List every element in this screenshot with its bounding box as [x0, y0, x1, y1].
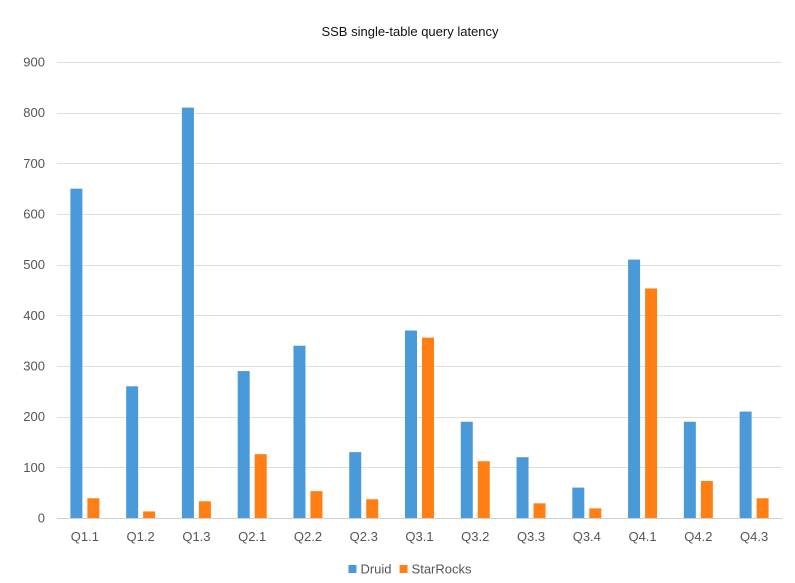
bar-starrocks-Q2-1: [254, 454, 267, 518]
bar-druid-Q3-2: [460, 421, 473, 518]
x-tick-label: Q1.3: [182, 529, 210, 544]
bar-starrocks-Q4-1: [645, 288, 658, 518]
legend: Druid StarRocks: [348, 562, 472, 577]
bar-starrocks-Q3-3: [533, 503, 546, 518]
bar-druid-Q2-1: [237, 371, 250, 518]
y-axis: 0 100 200 300 400 500 600 700 800 900: [23, 55, 45, 526]
x-tick-label: Q4.1: [628, 529, 656, 544]
bar-starrocks-Q2-2: [310, 491, 323, 518]
legend-label-starrocks: StarRocks: [412, 562, 472, 577]
legend-swatch-druid: [348, 565, 357, 573]
x-tick-label: Q3.1: [405, 529, 433, 544]
bar-druid-Q3-4: [572, 487, 585, 518]
bar-starrocks-Q3-4: [589, 508, 602, 518]
x-tick-label: Q4.2: [684, 529, 712, 544]
y-tick-label: 300: [23, 359, 45, 374]
y-tick-label: 900: [23, 55, 45, 70]
bar-druid-Q4-1: [628, 259, 641, 518]
bar-druid-Q2-2: [293, 345, 306, 518]
gridlines: [57, 62, 782, 519]
x-tick-label: Q3.3: [517, 529, 545, 544]
x-tick-label: Q2.3: [350, 529, 378, 544]
y-tick-label: 0: [38, 511, 45, 526]
bar-druid-Q1-3: [181, 107, 194, 518]
legend-label-druid: Druid: [360, 562, 391, 577]
y-tick-label: 100: [23, 460, 45, 475]
legend-swatch-starrocks: [399, 565, 408, 573]
bar-druid-Q2-3: [349, 452, 362, 518]
bar-druid-Q3-3: [516, 457, 529, 518]
bar-druid-Q4-3: [739, 411, 752, 518]
x-tick-label: Q2.1: [238, 529, 266, 544]
y-tick-label: 800: [23, 105, 45, 120]
y-tick-label: 500: [23, 257, 45, 272]
bar-starrocks-Q1-3: [198, 501, 211, 518]
y-tick-label: 600: [23, 207, 45, 222]
bar-druid-Q1-1: [70, 188, 83, 519]
x-tick-label: Q3.2: [461, 529, 489, 544]
x-tick-label: Q1.1: [71, 529, 99, 544]
chart-title: SSB single-table query latency: [321, 24, 499, 39]
y-tick-label: 400: [23, 308, 45, 323]
bars: [70, 107, 769, 519]
bar-druid-Q3-1: [405, 330, 417, 518]
x-axis: Q1.1 Q1.2 Q1.3 Q2.1 Q2.2 Q2.3 Q3.1 Q3.2 Q3.3 Q3.4…: [71, 529, 768, 544]
bar-starrocks-Q3-1: [422, 337, 434, 518]
x-tick-label: Q3.4: [573, 529, 601, 544]
bar-druid-Q1-2: [126, 386, 139, 518]
bar-starrocks-Q2-3: [366, 499, 379, 518]
bar-druid-Q4-2: [683, 421, 696, 518]
y-tick-label: 700: [23, 156, 45, 171]
bar-starrocks-Q1-1: [87, 498, 100, 518]
bar-starrocks-Q4-2: [700, 481, 713, 518]
bar-starrocks-Q1-2: [143, 511, 156, 518]
x-tick-label: Q2.2: [294, 529, 322, 544]
x-tick-label: Q1.2: [127, 529, 155, 544]
x-tick-label: Q4.3: [740, 529, 768, 544]
y-tick-label: 200: [23, 409, 45, 424]
bar-starrocks-Q4-3: [756, 498, 769, 518]
bar-starrocks-Q3-2: [477, 461, 490, 518]
